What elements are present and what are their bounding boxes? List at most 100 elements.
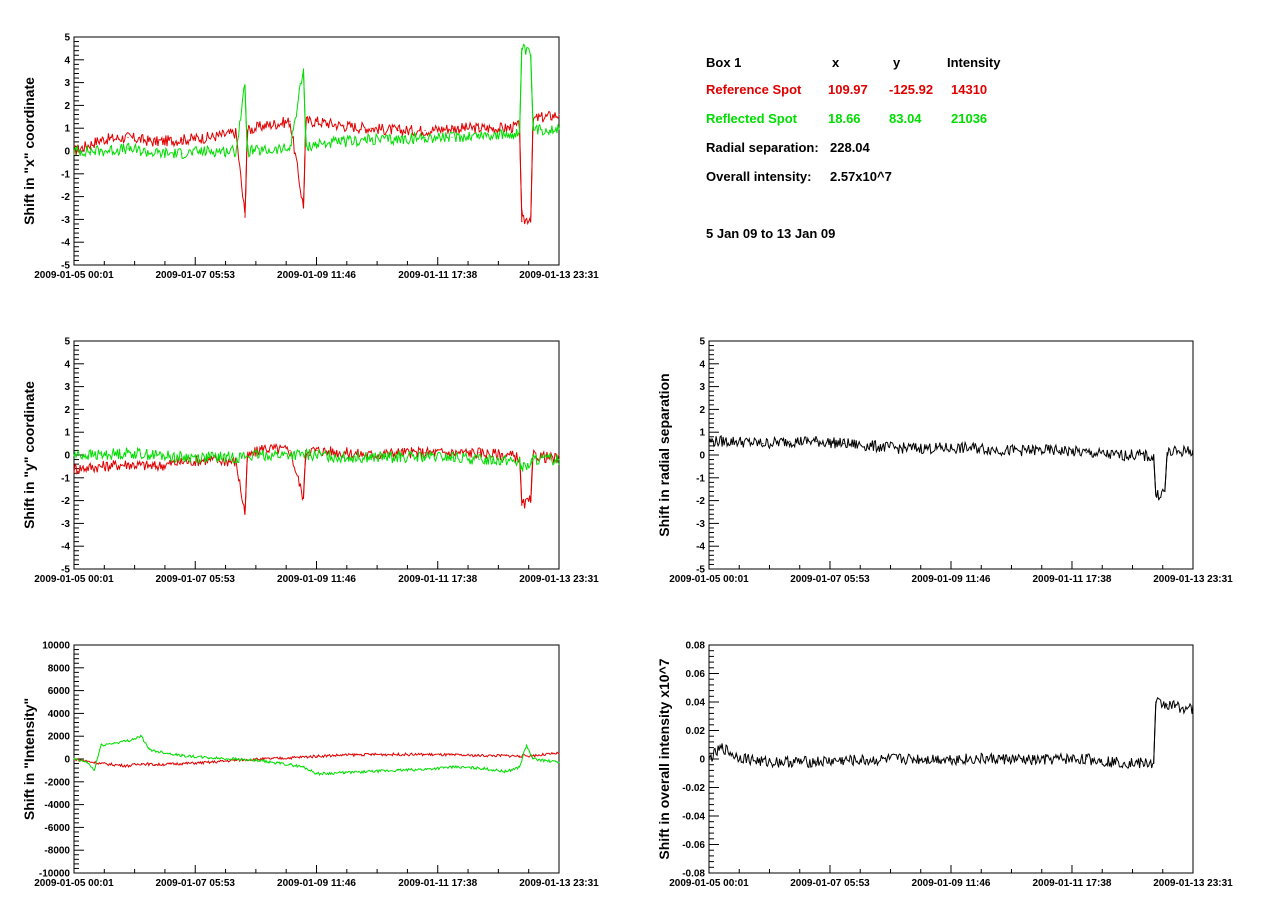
x-tick-label: 2009-01-07 05:53 bbox=[790, 574, 870, 585]
data-point bbox=[343, 754, 345, 756]
reflected-spot-y: 83.04 bbox=[889, 111, 922, 126]
spike-segment bbox=[530, 55, 534, 131]
spike-segment bbox=[530, 454, 534, 501]
data-point bbox=[518, 755, 521, 757]
y-tick-label: -1 bbox=[61, 169, 70, 180]
data-point bbox=[451, 766, 453, 768]
x-tick-label: 2009-01-13 23:31 bbox=[519, 574, 599, 585]
data-point bbox=[100, 744, 102, 746]
data-point bbox=[127, 452, 129, 454]
data-point bbox=[518, 766, 521, 768]
data-point bbox=[478, 127, 480, 129]
spike-segment bbox=[519, 461, 523, 469]
data-point bbox=[343, 772, 345, 774]
data-point bbox=[1166, 704, 1168, 706]
data-point bbox=[1085, 758, 1087, 760]
data-point bbox=[505, 770, 507, 773]
data-point bbox=[977, 758, 980, 760]
x-tick-label: 2009-01-09 11:46 bbox=[912, 878, 991, 889]
x-tick-label: 2009-01-11 17:38 bbox=[1032, 574, 1111, 585]
data-point bbox=[558, 458, 560, 461]
y-tick-label: -0.06 bbox=[682, 840, 705, 851]
data-point bbox=[208, 757, 210, 759]
data-point bbox=[451, 456, 453, 458]
data-point bbox=[316, 449, 318, 452]
y-tick-label: -0.08 bbox=[682, 869, 705, 880]
data-point bbox=[1004, 758, 1007, 760]
chart-x-shift: -5 -4 -3 -2 -1 0 1 2 3 4 5 2009-01-05 00:01 2009-01-… bbox=[21, 33, 599, 282]
data-point bbox=[950, 758, 953, 760]
series-line-1 bbox=[73, 446, 560, 472]
data-point bbox=[127, 740, 129, 742]
x-tick-label: 2009-01-07 05:53 bbox=[155, 878, 235, 889]
x-tick-label: 2009-01-13 23:31 bbox=[519, 270, 599, 281]
y-tick-label: 1 bbox=[64, 124, 70, 135]
data-point bbox=[397, 456, 399, 458]
y-axis-label: Shift in overall intensity x10^7 bbox=[656, 658, 672, 859]
data-point bbox=[208, 456, 210, 458]
spike-segment bbox=[303, 68, 307, 147]
data-point bbox=[235, 456, 237, 458]
x-tick-label: 2009-01-13 23:31 bbox=[519, 878, 599, 889]
data-point bbox=[1192, 449, 1194, 452]
column-y-header: y bbox=[893, 55, 901, 70]
reflected-spot-label: Reflected Spot bbox=[706, 111, 798, 126]
data-point bbox=[127, 463, 129, 465]
data-point bbox=[397, 753, 399, 756]
y-tick-label: 1 bbox=[64, 428, 70, 439]
data-point bbox=[208, 150, 210, 152]
data-point bbox=[397, 769, 399, 772]
data-point bbox=[1058, 449, 1060, 452]
series-line-0 bbox=[74, 751, 560, 769]
series-line-0 bbox=[73, 442, 560, 515]
data-point bbox=[343, 141, 345, 143]
data-point bbox=[154, 465, 156, 467]
data-point bbox=[316, 454, 318, 456]
y-tick-label: 4 bbox=[64, 55, 70, 66]
data-point bbox=[86, 761, 89, 764]
data-point bbox=[505, 754, 507, 757]
series-line-1 bbox=[73, 734, 560, 777]
data-point bbox=[154, 764, 156, 766]
data-point bbox=[370, 127, 372, 129]
y-tick-label: -1 bbox=[696, 473, 705, 484]
data-point bbox=[127, 148, 129, 150]
data-point bbox=[262, 150, 264, 152]
data-point bbox=[302, 766, 305, 768]
data-point bbox=[154, 454, 156, 456]
data-point bbox=[451, 127, 453, 129]
y-tick-label: 2 bbox=[699, 405, 705, 416]
y-axis-label: Shift in "x" coordinate bbox=[21, 77, 37, 225]
data-point bbox=[262, 758, 264, 760]
y-tick-label: -3 bbox=[61, 215, 70, 226]
data-point bbox=[1192, 708, 1194, 710]
data-point bbox=[181, 152, 183, 154]
data-point bbox=[289, 449, 291, 452]
y-tick-label: -0.04 bbox=[682, 812, 705, 823]
data-point bbox=[343, 456, 345, 458]
data-point bbox=[1031, 449, 1033, 452]
data-point bbox=[100, 139, 102, 141]
data-point bbox=[235, 758, 237, 760]
y-tick-label: 4000 bbox=[48, 709, 71, 720]
data-point bbox=[316, 773, 318, 775]
data-point bbox=[789, 440, 791, 442]
y-tick-label: -1 bbox=[61, 473, 70, 484]
data-point bbox=[735, 755, 737, 757]
data-point bbox=[154, 152, 156, 154]
data-point bbox=[289, 764, 291, 766]
spike-segment bbox=[1164, 452, 1168, 492]
y-tick-label: 6000 bbox=[48, 686, 71, 697]
data-point bbox=[923, 758, 926, 760]
data-point bbox=[316, 143, 318, 145]
y-tick-label: 5 bbox=[64, 337, 70, 348]
y-tick-label: 3 bbox=[64, 78, 70, 89]
y-tick-label: 4 bbox=[64, 359, 70, 370]
radial-separation-label: Radial separation: bbox=[706, 140, 819, 155]
y-tick-label: 0 bbox=[64, 451, 70, 462]
data-point bbox=[721, 747, 724, 749]
data-point bbox=[923, 447, 926, 449]
data-point bbox=[262, 447, 264, 449]
data-point bbox=[73, 150, 75, 152]
